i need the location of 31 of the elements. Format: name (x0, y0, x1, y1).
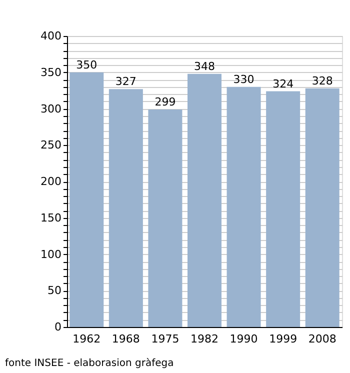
data-label: 330 (233, 72, 254, 86)
bar (226, 86, 261, 327)
bar (108, 89, 143, 327)
bar (266, 91, 300, 327)
x-tick-label: 1982 (190, 332, 218, 346)
data-label: 328 (312, 74, 333, 88)
bar (188, 74, 222, 327)
y-tick-label: 100 (40, 248, 62, 261)
data-label: 327 (115, 75, 136, 88)
data-label: 324 (272, 77, 294, 90)
y-tick-label: 200 (40, 175, 62, 188)
x-tick-label: 1968 (112, 332, 140, 346)
y-tick-label: 300 (40, 102, 62, 116)
data-label: 299 (154, 95, 176, 108)
x-tick-label: 1962 (72, 332, 101, 346)
y-tick-label: 250 (40, 138, 62, 152)
data-label: 350 (76, 58, 98, 72)
y-tick-label: 350 (40, 66, 62, 79)
bar (305, 88, 340, 327)
bar (70, 72, 104, 327)
x-tick-label: 2008 (308, 332, 336, 346)
x-tick-label: 1990 (230, 332, 258, 346)
x-tick-label: 1975 (151, 332, 180, 346)
y-tick-label: 0 (54, 320, 62, 334)
bar (148, 109, 182, 327)
y-tick-label: 400 (40, 30, 62, 42)
data-label: 348 (194, 60, 215, 73)
y-tick-label: 150 (40, 211, 62, 224)
x-tick-label: 1999 (269, 332, 298, 346)
source-note: fonte INSEE - elaborasion gràfega (5, 358, 174, 369)
y-tick-label: 50 (48, 284, 62, 298)
